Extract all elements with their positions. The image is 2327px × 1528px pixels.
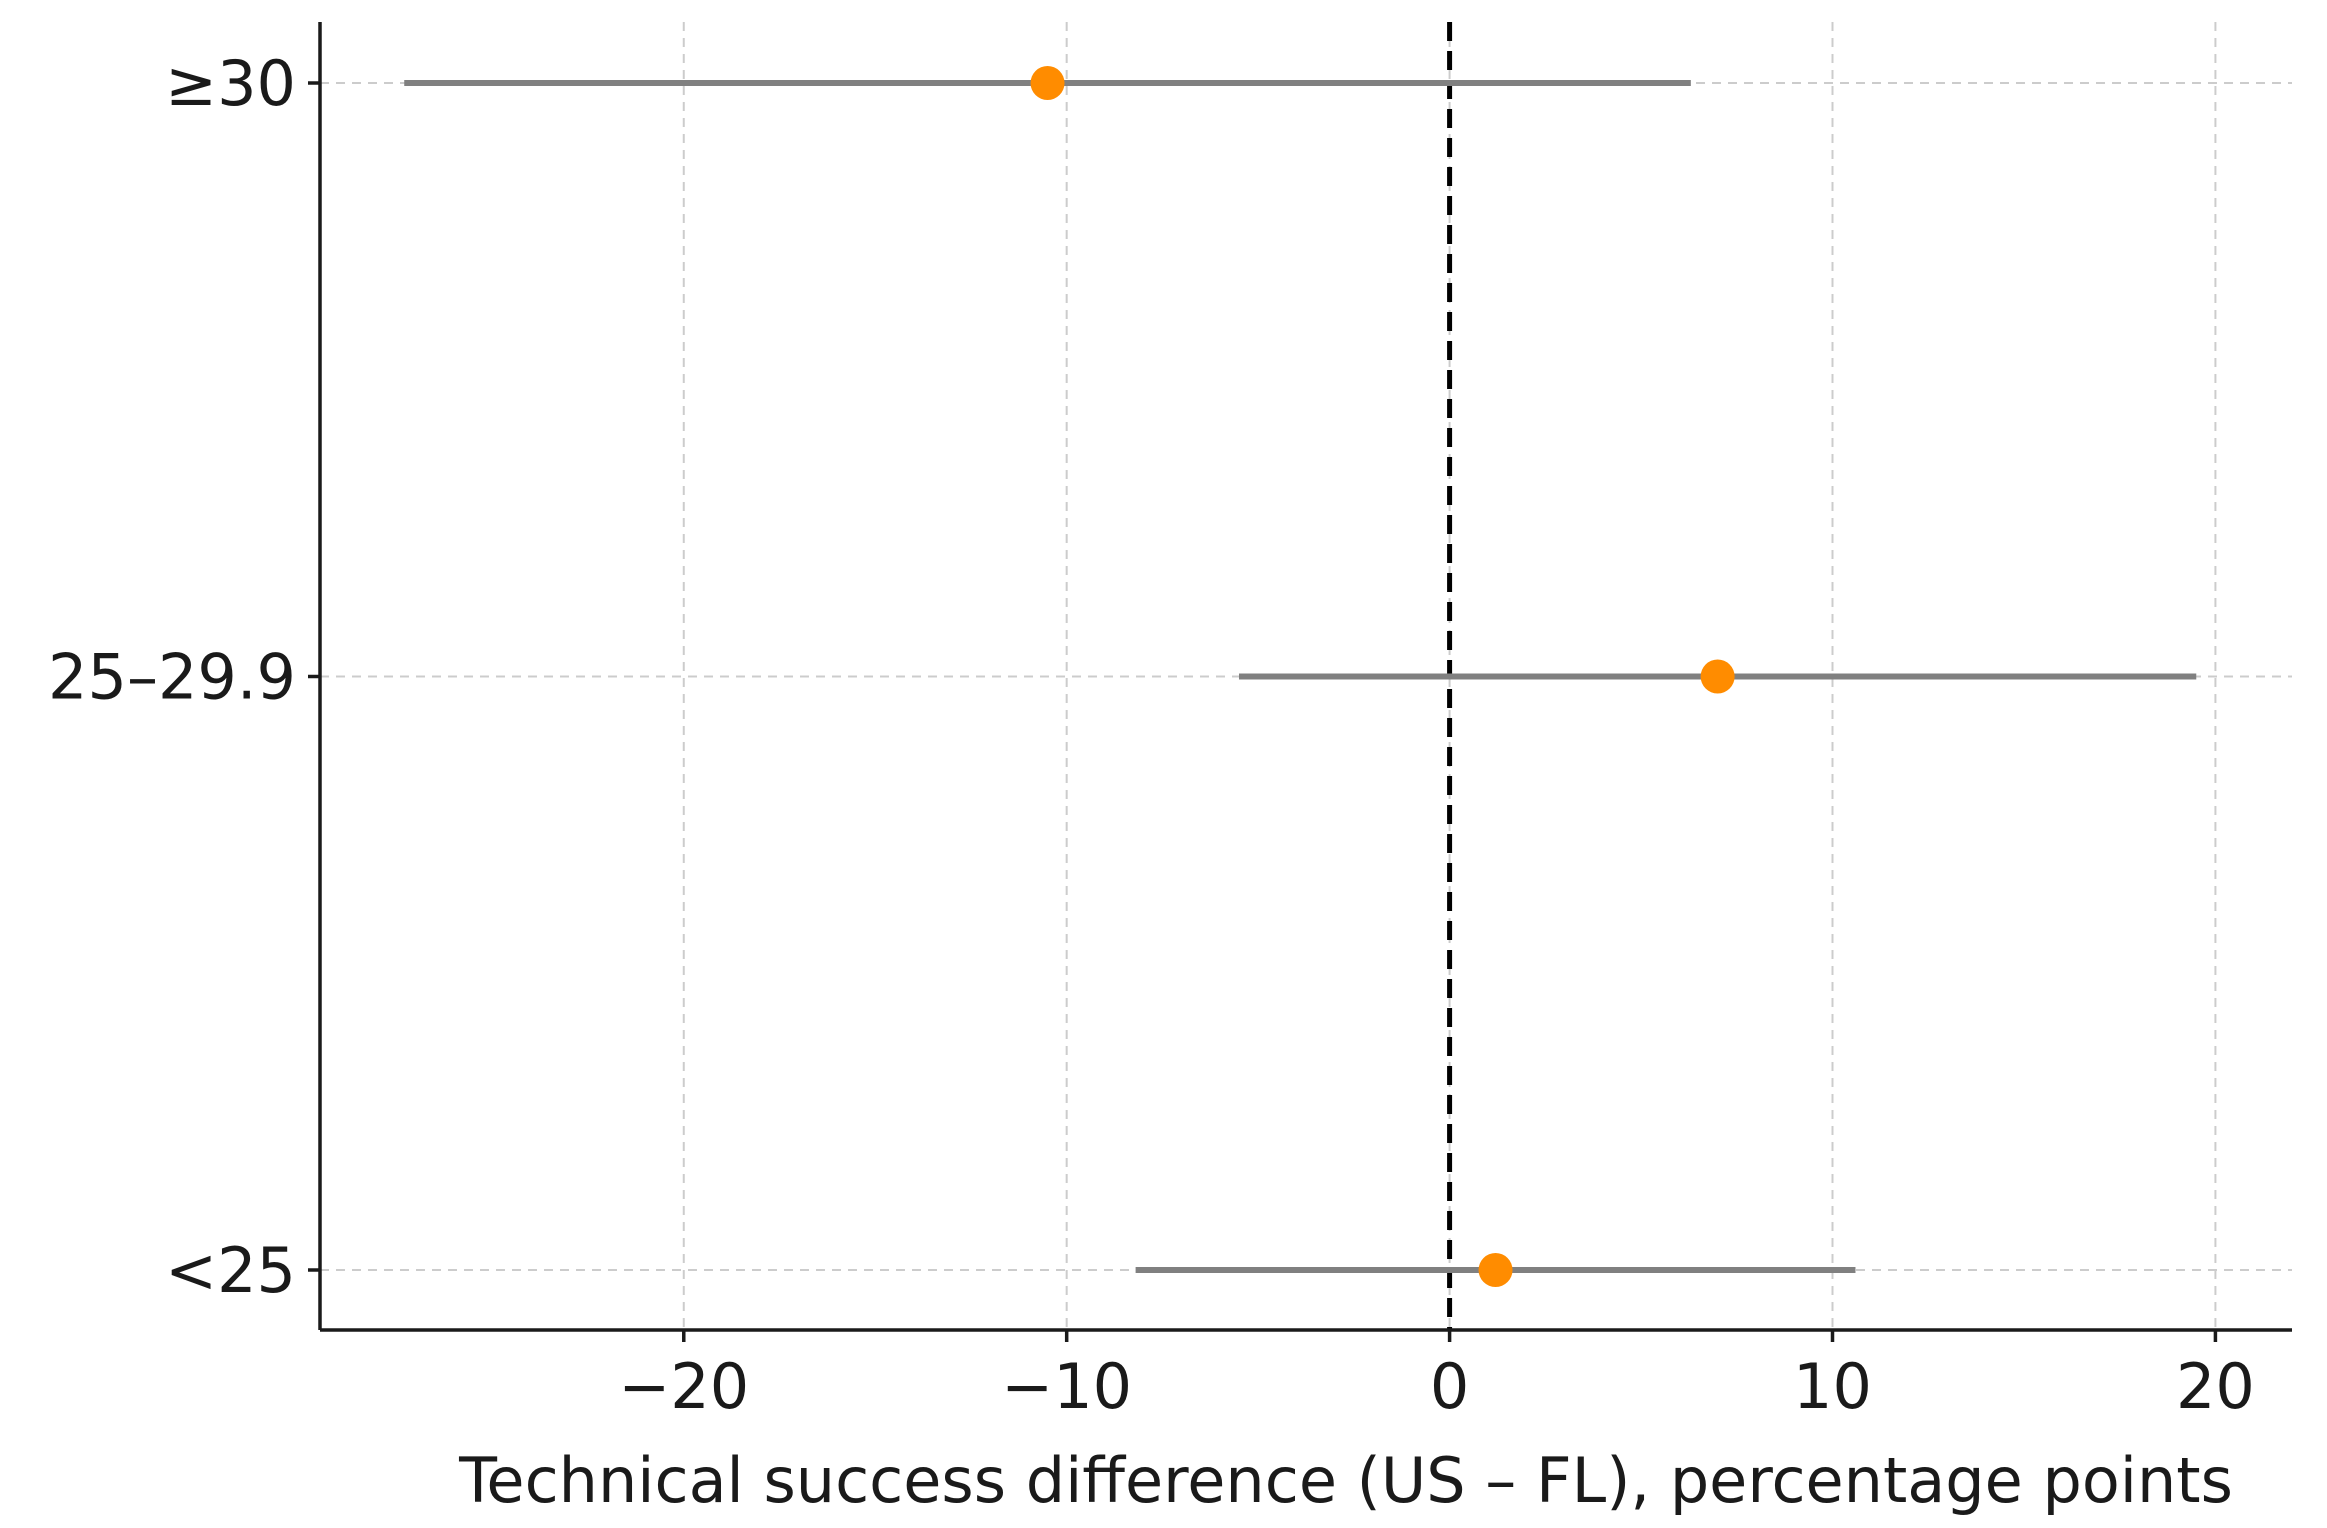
x-axis-label: Technical success difference (US – FL), … bbox=[458, 1444, 2233, 1517]
y-tick-label-1: 25–29.9 bbox=[48, 641, 296, 714]
tick-layer: −20 −10 0 10 20 <25 25–29.9 ≥30 bbox=[48, 47, 2255, 1423]
estimate-point-0 bbox=[1478, 1253, 1513, 1287]
x-tick-label-2: 0 bbox=[1430, 1350, 1469, 1423]
x-tick-label-4: 20 bbox=[2176, 1350, 2255, 1423]
estimate-point-layer bbox=[1030, 66, 1735, 1287]
y-tick-label-0: <25 bbox=[165, 1234, 296, 1307]
estimate-point-1 bbox=[1700, 659, 1735, 694]
estimate-point-2 bbox=[1030, 66, 1065, 100]
y-tick-label-2: ≥30 bbox=[165, 47, 296, 120]
x-tick-label-0: −20 bbox=[618, 1350, 749, 1423]
x-tick-label-1: −10 bbox=[1001, 1350, 1132, 1423]
x-tick-label-3: 10 bbox=[1793, 1350, 1872, 1423]
